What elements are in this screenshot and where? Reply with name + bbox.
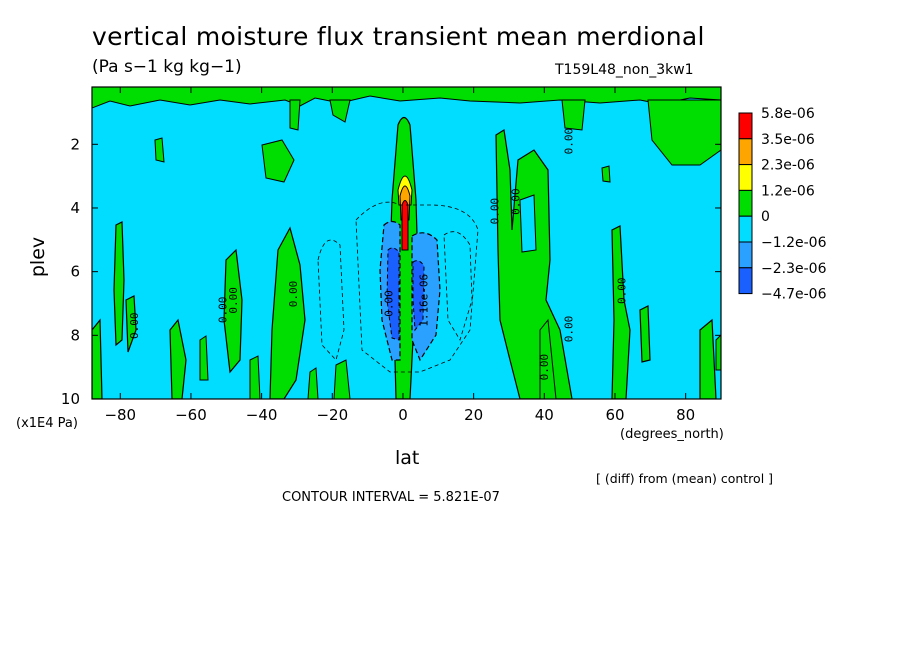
field-top-blob (329, 99, 351, 123)
y-axis-label: plev (27, 236, 50, 278)
field-top-blob (289, 99, 301, 131)
y-tick-label: 4 (70, 199, 80, 217)
field-negative-lobe-east-inner (412, 260, 425, 332)
x-tick-label: −80 (104, 406, 136, 424)
x-tick-label: 80 (676, 406, 695, 424)
contour-label: 0.00 (227, 287, 240, 314)
x-axis-label: lat (395, 447, 420, 469)
contour-interval: CONTOUR INTERVAL = 5.821E-07 (282, 490, 500, 505)
field-far-north-column (611, 225, 631, 399)
field-south-column (125, 295, 137, 353)
x-tick-label: −60 (175, 406, 207, 424)
field-equatorial-red (401, 200, 409, 251)
field-far-north-column (699, 318, 717, 399)
contour-label: 0.00 (510, 188, 523, 215)
contour-dashed (355, 201, 479, 373)
field-top-blob (154, 137, 165, 163)
field-south-column (113, 221, 125, 347)
contour-label: 0.00 (488, 198, 501, 225)
field-far-north-column (715, 334, 721, 371)
axis-tick-labels: −80 −60 −40 −20 0 20 40 60 80 2 4 6 8 10 (61, 135, 695, 424)
colorbar-swatch (738, 112, 753, 140)
contour-dashed (317, 239, 345, 361)
chart-title: vertical moisture flux transient mean me… (92, 22, 705, 51)
colorbar-swatch (738, 164, 753, 191)
field-north-band (495, 129, 573, 399)
x-tick-label: 20 (464, 406, 483, 424)
contour-label: 0.00 (382, 290, 395, 317)
field-negative-lobe-west-inner (386, 247, 400, 341)
y-axis-units: (x1E4 Pa) (16, 416, 78, 431)
contour-label: 1.16e-06 (418, 274, 431, 327)
x-tick-label: 40 (535, 406, 554, 424)
field-far-north-column (639, 305, 651, 363)
y-tick-label: 2 (70, 135, 80, 153)
plot-frame (91, 86, 722, 400)
contour-label: 0.00 (563, 128, 576, 155)
field-south-column (169, 318, 187, 399)
x-tick-label: 0 (398, 406, 408, 424)
field-south-column (223, 248, 243, 374)
colorbar-label: 5.8e-06 (761, 106, 815, 122)
field-top-blob (261, 139, 295, 183)
field-south-column (307, 367, 319, 399)
field-top-blob (647, 99, 721, 166)
colorbar-label: 1.2e-06 (761, 183, 815, 199)
x-tick-label: −20 (316, 406, 348, 424)
field-south-column (92, 318, 103, 399)
field-south-column (269, 226, 306, 399)
x-axis-units: (degrees_north) (620, 427, 724, 442)
colorbar-label: 2.3e-06 (761, 158, 815, 174)
y-tick-label: 8 (70, 326, 80, 344)
field-south-column (333, 359, 351, 399)
contour-dashed (443, 231, 473, 341)
contour-label: 0.00 (616, 278, 629, 305)
field-south-column (199, 335, 209, 381)
contour-labels: 0.000.000.00 0.000.00 0.000.000.000.000.00… (128, 128, 629, 381)
colorbar-swatch (738, 189, 753, 217)
chart-units: (Pa s−1 kg kg−1) (92, 57, 242, 77)
y-tick-label: 6 (70, 263, 80, 281)
contour-label: 0.00 (287, 281, 300, 308)
comparison-note: [ (diff) from (mean) control ] (596, 471, 774, 486)
colorbar-label: 3.5e-06 (761, 132, 815, 148)
colorbar-swatch (738, 138, 753, 166)
axis-ticks (92, 87, 721, 400)
colorbar: 5.8e-06 3.5e-06 2.3e-06 1.2e-06 0 −1.2e-06 −2.… (738, 106, 827, 303)
colorbar-swatch (738, 241, 753, 269)
run-id: T159L48_non_3kw1 (555, 62, 694, 78)
colorbar-label: −1.2e-06 (761, 235, 827, 251)
contour-label: 0.00 (216, 297, 229, 324)
contour-label: 0.00 (128, 313, 141, 340)
colorbar-label: −2.3e-06 (761, 261, 827, 277)
field-top-blob (561, 99, 586, 131)
contour-label: 0.00 (538, 354, 551, 381)
colorbar-swatch (738, 267, 753, 295)
colorbar-swatch (738, 215, 753, 243)
colorbar-label: 0 (761, 209, 770, 225)
y-tick-label: 10 (61, 390, 80, 408)
field-north-hole (519, 194, 537, 253)
field-south-column (249, 355, 261, 399)
x-tick-label: −40 (246, 406, 278, 424)
x-tick-label: 60 (605, 406, 624, 424)
colorbar-label: −4.7e-06 (761, 287, 827, 303)
contour-label: 0.00 (563, 316, 576, 343)
field-top-blob (601, 165, 611, 183)
field-north-blob (539, 318, 557, 399)
